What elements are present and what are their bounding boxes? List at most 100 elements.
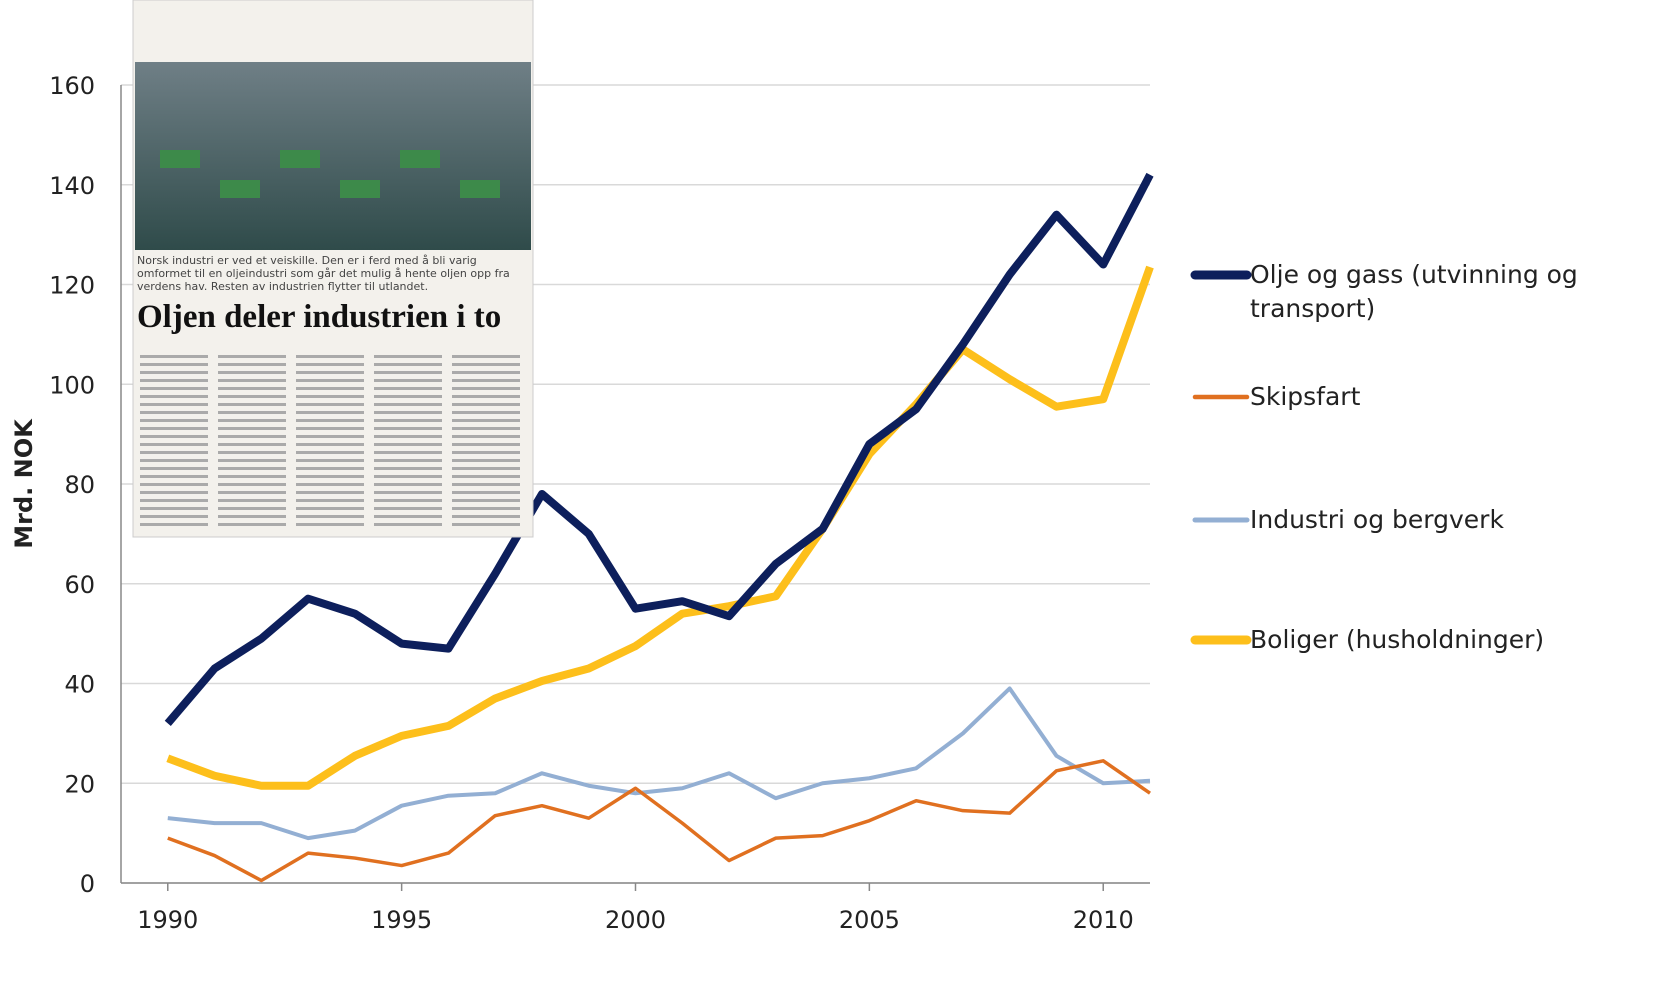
clipping-photo [135,62,531,250]
text-line [218,379,286,382]
text-line [374,483,442,486]
text-line [374,379,442,382]
text-line [218,515,286,518]
text-line [218,387,286,390]
text-line [296,451,364,454]
series-line [167,759,1151,883]
text-line [452,491,520,494]
text-line [452,403,520,406]
text-line [218,491,286,494]
text-line [140,435,208,438]
x-tick-label: 1995 [371,906,432,934]
text-line [452,483,520,486]
text-line [452,411,520,414]
text-line [374,435,442,438]
text-line [452,451,520,454]
y-tick-label: 80 [64,471,95,499]
text-line [452,387,520,390]
legend-label: Industri og bergverk [1250,505,1504,534]
text-line [140,491,208,494]
text-line [218,395,286,398]
text-line [140,371,208,374]
text-line [374,499,442,502]
y-axis-label: Mrd. NOK [10,418,38,549]
text-line [374,355,442,358]
text-line [296,515,364,518]
text-line [218,523,286,526]
y-tick-label: 160 [49,72,95,100]
text-line [140,443,208,446]
newspaper-clipping: Norsk industri er ved et veiskille. Den … [132,0,534,538]
legend-label: Boliger (husholdninger) [1250,625,1545,654]
text-line [218,411,286,414]
text-line [296,443,364,446]
text-line [218,499,286,502]
text-line [218,483,286,486]
text-line [296,379,364,382]
text-line [374,387,442,390]
y-tick-label: 60 [64,571,95,599]
text-line [374,507,442,510]
text-line [218,427,286,430]
clipping-lead: Norsk industri er ved et veiskille. Den … [137,254,510,293]
text-line [140,419,208,422]
legend-label: Skipsfart [1250,382,1361,411]
text-line [452,499,520,502]
y-tick-label: 40 [64,671,95,699]
text-line [140,459,208,462]
text-line [218,371,286,374]
text-line [374,419,442,422]
text-line [140,387,208,390]
text-line [452,355,520,358]
text-line [140,411,208,414]
text-line [374,467,442,470]
text-line [374,363,442,366]
x-tick-label: 1990 [137,906,198,934]
text-line [218,435,286,438]
text-line [218,355,286,358]
text-line [374,403,442,406]
text-line [218,475,286,478]
y-tick-label: 0 [80,870,95,898]
text-line [296,507,364,510]
text-line [374,515,442,518]
series-line [164,172,1154,726]
text-line [374,395,442,398]
text-line [374,411,442,414]
text-line [452,459,520,462]
text-line [452,419,520,422]
text-line [296,355,364,358]
text-line [452,371,520,374]
text-line [296,475,364,478]
text-line [296,459,364,462]
text-line [452,467,520,470]
series-line [167,686,1151,841]
clipping-text-box: Norsk industri er ved et veiskille. Den … [137,254,510,335]
text-line [296,523,364,526]
text-line [374,491,442,494]
text-line [452,427,520,430]
text-line [296,395,364,398]
text-line [374,523,442,526]
text-line [452,395,520,398]
text-line [140,499,208,502]
text-line [296,435,364,438]
text-line [374,459,442,462]
text-line [296,363,364,366]
text-line [296,403,364,406]
text-line [140,403,208,406]
text-line [218,507,286,510]
x-tick-label: 2010 [1073,906,1134,934]
legend-label: Olje og gass (utvinning og transport) [1250,260,1578,323]
text-line [452,363,520,366]
text-line [218,419,286,422]
y-tick-label: 140 [49,172,95,200]
photo-detail [280,150,320,168]
clipping-headline: Oljen deler industrien i to [137,299,502,335]
photo-detail [220,180,260,198]
y-tick-label: 20 [64,770,95,798]
text-line [140,507,208,510]
text-line [140,475,208,478]
text-line [140,379,208,382]
